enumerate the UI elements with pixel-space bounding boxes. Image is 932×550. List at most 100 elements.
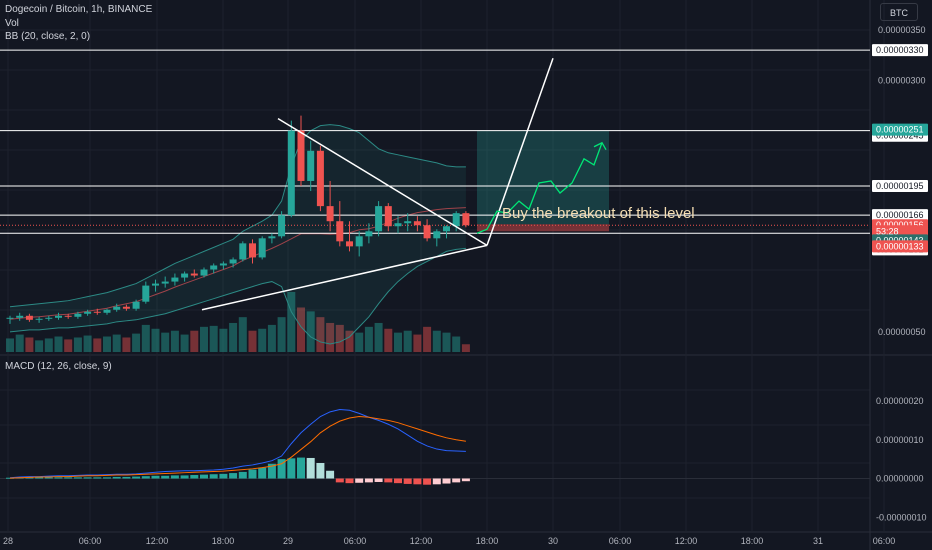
candle-body [132,301,140,309]
time-tick-label: 06:00 [873,536,896,546]
volume-bar [180,334,189,352]
volume-bar [403,330,412,352]
candle-body [122,306,130,309]
candle-body [16,315,24,318]
volume-bar [423,326,432,352]
candle-body [297,130,305,181]
candle-body [394,223,402,227]
macd-histogram-bar [151,475,160,479]
candle-body [365,231,373,237]
candle-body [103,309,111,313]
macd-histogram-bar [64,477,73,479]
candle-body [64,315,72,317]
volume-bar [258,328,267,352]
descending-trendline [277,117,488,246]
price-axis[interactable]: 0.00000350 0.00000300 0.00000050 0.00000330… [872,25,928,337]
macd-histogram-bar [209,474,218,479]
macd-histogram-bar [452,478,461,483]
candle-body [6,317,14,319]
price-highlight-label: 0.00000133 [876,241,924,251]
volume-bar [112,334,121,352]
volume-bar [306,311,315,352]
level-label-box [872,209,928,222]
macd-histogram-bar [25,477,34,479]
volume-bar [122,337,131,352]
time-tick-label: 12:00 [410,536,433,546]
time-tick-label: 31 [813,536,823,546]
macd-histogram-bar [190,475,199,479]
bb-indicator-label[interactable]: BB (20, close, 2, 0) [5,31,91,42]
macd-tick-label: -0.00000010 [876,512,927,522]
volume-bar [364,326,373,352]
candle-body [346,241,353,247]
candle-body [287,130,295,216]
macd-histogram-bar [413,478,422,485]
volume-bar [442,332,451,352]
candle-body [219,263,227,266]
volume-bar [141,324,150,352]
volume-bar [83,335,92,352]
time-tick-label: 28 [3,536,13,546]
macd-histogram-bar [384,478,393,483]
candle-body [200,269,208,276]
volume-bar [15,334,24,352]
candle-body [249,243,256,258]
candle-body [93,311,101,313]
volume-bars [6,292,470,352]
macd-line [9,409,466,479]
macd-histogram-bar [103,477,111,479]
macd-axis: 0.00000020 0.00000010 0.00000000 -0.0000001… [876,396,927,522]
macd-histogram-bar [83,477,92,479]
volume-bar [316,317,325,352]
candle-body [326,206,334,222]
candle-body [142,285,150,302]
time-tick-label: 06:00 [609,536,632,546]
macd-tick-label: 0.00000020 [876,396,924,406]
volume-bar [103,336,111,352]
trendline-drawings [201,57,607,311]
macd-histogram-bar [44,477,53,479]
macd-histogram-bar [287,458,296,479]
macd-histogram-bar [93,477,102,479]
bb-lower-line [9,247,466,345]
bb-fill [10,124,466,344]
price-highlight-box [872,123,928,136]
candle-body [423,225,431,239]
price-highlight-label: 0.00000251 [876,125,924,135]
volume-bar [161,332,170,352]
price-highlight-box [872,225,928,238]
volume-bar [248,330,257,352]
time-tick-label: 18:00 [741,536,764,546]
time-tick-label: 12:00 [675,536,698,546]
symbol-title[interactable]: Dogecoin / Bitcoin, 1h, BINANCE [5,4,153,15]
candle-body [452,213,460,227]
candle-body [239,243,247,260]
price-tick-label: 0.00000050 [878,327,926,337]
macd-histogram-bar [316,463,325,479]
volume-bar [64,339,73,352]
macd-histogram-bar [335,478,344,483]
macd-indicator-label[interactable]: MACD (12, 26, close, 9) [5,361,112,372]
chart-annotation: Buy the breakout of this level [502,205,695,222]
macd-histogram-bar [122,476,131,479]
candle-body [375,206,383,232]
volume-indicator-label[interactable]: Vol [5,18,19,29]
candle-body [433,231,441,239]
volume-bar [93,338,102,352]
macd-histogram-bar [219,473,228,479]
candle-body [190,273,198,276]
volume-bar [73,337,82,352]
macd-histogram-bar [112,476,121,479]
macd-histogram-bar [297,457,305,479]
candle-body [278,215,286,237]
volume-bar [35,340,44,352]
currency-badge[interactable]: BTC [880,3,918,21]
macd-histogram-bar [326,470,335,479]
volume-bar [25,337,34,352]
candle-body [307,150,315,181]
candle-body [161,281,169,284]
volume-bar [200,326,208,352]
candle-body [316,150,324,207]
macd-histogram-bar [248,469,257,479]
